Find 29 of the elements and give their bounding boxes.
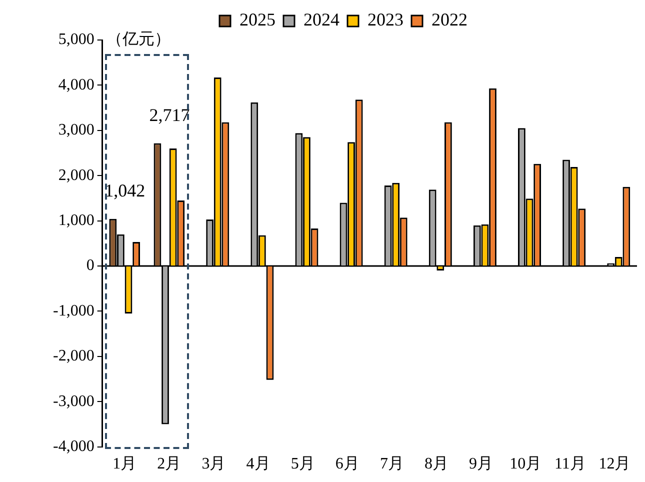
x-tick-label: 2月 bbox=[157, 456, 182, 473]
x-tick-label: 4月 bbox=[246, 456, 270, 473]
x-tick-label: 10月 bbox=[510, 456, 542, 473]
x-tick-label: 11月 bbox=[554, 456, 586, 473]
y-tick-label: 4,000 bbox=[58, 76, 94, 94]
y-tick-label: -4,000 bbox=[53, 438, 94, 456]
x-tick-label: 6月 bbox=[335, 456, 360, 473]
y-tick-label: 2,000 bbox=[58, 166, 94, 184]
x-tick-label: 3月 bbox=[202, 456, 226, 473]
y-tick-label: 5,000 bbox=[58, 31, 94, 48]
x-tick-label: 9月 bbox=[469, 456, 494, 473]
legend-label: 2023 bbox=[368, 10, 404, 30]
x-tick-label: 7月 bbox=[380, 456, 404, 473]
x-tick-label: 5月 bbox=[290, 456, 315, 473]
y-tick-label: -3,000 bbox=[53, 392, 94, 410]
x-tick-label: 1月 bbox=[112, 456, 137, 473]
legend-label: 2022 bbox=[432, 10, 468, 30]
y-tick-label: -1,000 bbox=[53, 302, 94, 320]
x-tick-label: 8月 bbox=[424, 456, 448, 473]
y-tick-label: 1,000 bbox=[58, 212, 94, 230]
data-label: 1,042 bbox=[104, 180, 146, 201]
y-tick-label: 0 bbox=[86, 257, 94, 274]
legend-label: 2024 bbox=[304, 10, 340, 30]
x-tick-label: 12月 bbox=[598, 456, 631, 473]
y-tick-label: -2,000 bbox=[53, 348, 94, 365]
y-axis-title: （亿元） bbox=[106, 31, 170, 48]
data-label: 2,717 bbox=[149, 104, 190, 125]
y-tick-label: 3,000 bbox=[58, 122, 94, 139]
legend-label: 2025 bbox=[240, 10, 276, 30]
